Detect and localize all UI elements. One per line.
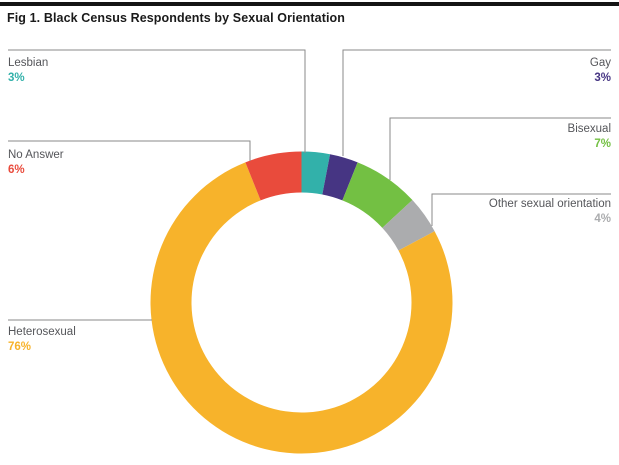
donut-segment-other-sexual-orientation: [382, 200, 435, 251]
callout-label-gay: Gay 3%: [590, 56, 611, 86]
callout-label-bisexual: Bisexual 7%: [568, 122, 611, 152]
label-value: 4%: [594, 213, 611, 225]
label-value: 3%: [8, 72, 25, 84]
leader-line-no-answer: [8, 140, 251, 161]
callout-label-no-answer: No Answer 6%: [8, 148, 64, 178]
label-name: Heterosexual: [8, 326, 76, 338]
leader-line-bisexual: [389, 117, 611, 180]
label-name: Other sexual orientation: [488, 198, 611, 210]
donut-segment-gay: [322, 154, 358, 201]
label-value: 6%: [8, 164, 25, 176]
label-name: Bisexual: [567, 123, 611, 135]
label-name: Gay: [589, 57, 611, 69]
callout-label-lesbian: Lesbian 3%: [8, 56, 48, 86]
donut-segment-lesbian: [301, 151, 331, 195]
leader-line-gay: [342, 49, 611, 156]
label-name: Lesbian: [8, 57, 49, 69]
label-value: 3%: [594, 72, 611, 84]
label-value: 76%: [8, 341, 32, 353]
leader-line-other-sexual-orientation: [431, 193, 611, 226]
donut-segment-no-answer: [245, 151, 302, 201]
callout-label-other-sexual-orientation: Other sexual orientation 4%: [489, 197, 611, 227]
top-rule-divider: [0, 2, 619, 6]
label-value: 7%: [594, 138, 611, 150]
label-name: No Answer: [8, 149, 64, 161]
leader-line-lesbian: [8, 49, 306, 153]
callout-label-heterosexual: Heterosexual 76%: [8, 325, 76, 355]
figure-title: Fig 1. Black Census Respondents by Sexua…: [7, 11, 346, 25]
donut-segment-bisexual: [342, 162, 413, 228]
